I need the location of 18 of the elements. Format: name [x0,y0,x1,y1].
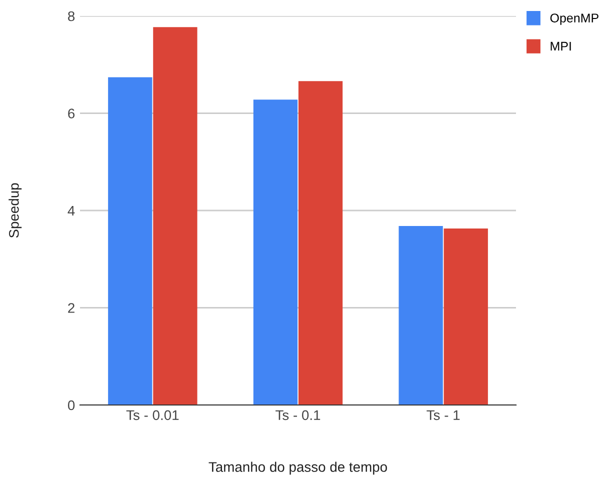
legend-label: OpenMP [550,14,598,25]
bar [153,27,198,405]
y-tick-label: 8 [68,11,75,22]
bar [108,77,152,405]
x-tick-label: Ts - 1 [426,410,460,420]
x-tick-label: Ts - 0.1 [276,410,320,420]
y-tick-label: 2 [68,303,74,313]
x-tick-label: Ts - 0.01 [126,410,179,420]
y-axis-title: Speedup [8,183,22,238]
y-tick-label: 4 [68,206,75,216]
y-tick-label: 0 [68,400,75,410]
bar [444,228,488,405]
y-tick-label: 6 [68,108,75,118]
bar [253,100,298,405]
x-axis-title: Tamanho do passo de tempo [208,462,387,475]
bar [398,226,443,405]
bar [298,81,343,405]
legend-label: MPI [550,42,571,51]
